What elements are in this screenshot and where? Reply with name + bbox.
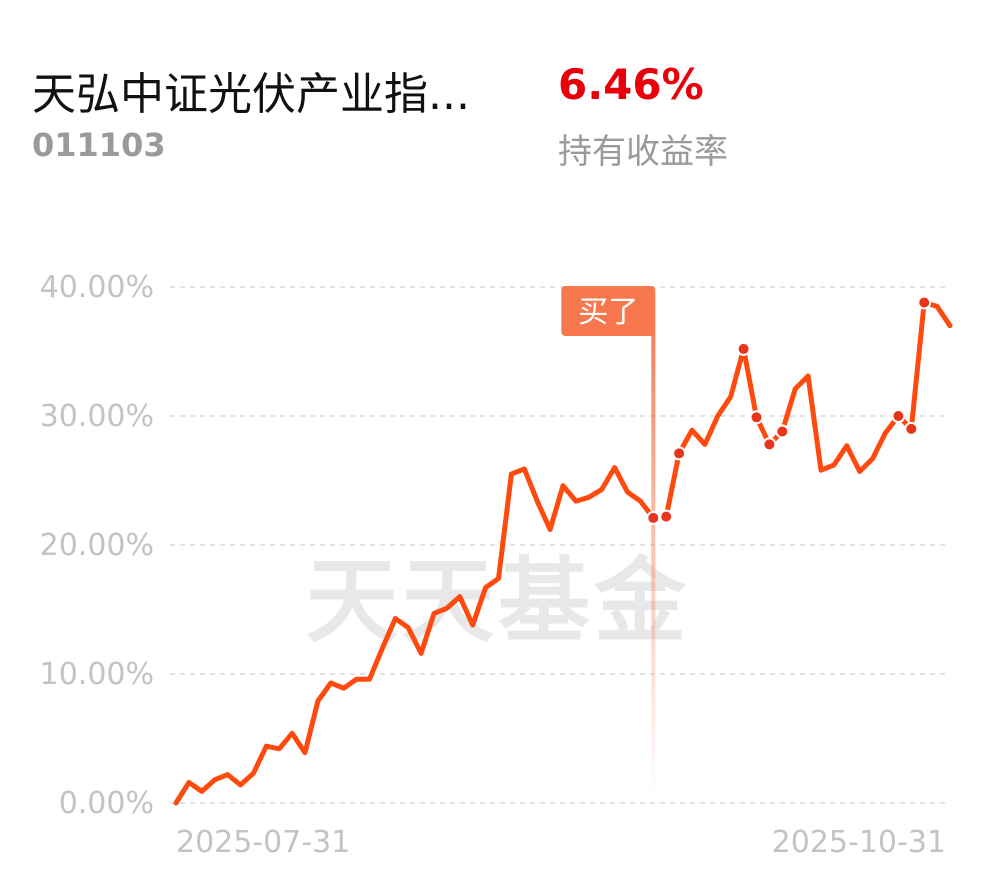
data-point[interactable]	[917, 295, 932, 310]
x-tick-label: 2025-10-31	[772, 825, 946, 860]
watermark: 天天基金	[306, 547, 690, 655]
fund-code: 011103	[32, 126, 166, 164]
y-tick-label: 40.00%	[40, 270, 154, 305]
buy-marker-line	[651, 332, 656, 798]
fund-name: 天弘中证光伏产业指...	[32, 69, 470, 120]
series-line	[173, 300, 953, 806]
holding-return-value: 6.46%	[558, 60, 704, 109]
y-tick-label: 0.00%	[59, 786, 154, 821]
buy-marker-badge	[561, 286, 656, 336]
data-point[interactable]	[775, 424, 790, 439]
data-point[interactable]	[672, 446, 687, 461]
x-tick-label: 2025-07-31	[176, 825, 350, 860]
data-point[interactable]	[762, 437, 777, 452]
buy-marker-label: 买了	[578, 295, 638, 330]
y-tick-label: 20.00%	[40, 528, 154, 563]
data-point[interactable]	[659, 509, 674, 524]
holding-return-label: 持有收益率	[558, 132, 728, 172]
data-point[interactable]	[736, 341, 751, 356]
y-tick-label: 30.00%	[40, 399, 154, 434]
data-point[interactable]	[891, 409, 906, 423]
data-point[interactable]	[904, 421, 919, 436]
y-tick-label: 10.00%	[40, 657, 154, 692]
data-point[interactable]	[749, 410, 764, 425]
data-point[interactable]	[646, 510, 661, 525]
